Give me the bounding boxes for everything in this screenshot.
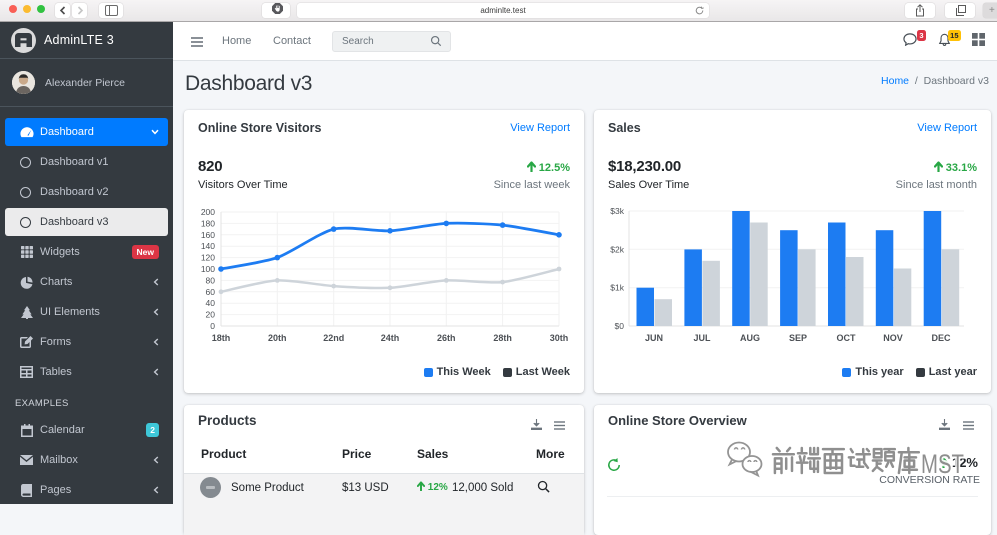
svg-text:60: 60 [206, 287, 216, 297]
svg-text:JUL: JUL [693, 333, 711, 343]
svg-text:DEC: DEC [931, 333, 951, 343]
svg-text:30th: 30th [550, 333, 569, 343]
svg-text:40: 40 [206, 298, 216, 308]
svg-text:$3k: $3k [610, 206, 624, 216]
svg-text:18th: 18th [212, 333, 231, 343]
svg-text:80: 80 [206, 275, 216, 285]
svg-text:MST: MST [921, 449, 964, 479]
svg-text:AUG: AUG [740, 333, 760, 343]
svg-text:$0: $0 [615, 321, 625, 331]
svg-text:$1k: $1k [610, 283, 624, 293]
svg-text:20th: 20th [268, 333, 287, 343]
svg-text:100: 100 [201, 264, 215, 274]
svg-text:SEP: SEP [789, 333, 807, 343]
svg-text:180: 180 [201, 218, 215, 228]
svg-text:NOV: NOV [883, 333, 903, 343]
svg-text:160: 160 [201, 230, 215, 240]
svg-text:OCT: OCT [837, 333, 857, 343]
svg-text:26th: 26th [437, 333, 456, 343]
svg-text:MST: MST [921, 449, 964, 479]
svg-text:$2k: $2k [610, 244, 624, 254]
svg-text:0: 0 [210, 321, 215, 331]
svg-text:200: 200 [201, 207, 215, 217]
svg-text:20: 20 [206, 310, 216, 320]
svg-text:24th: 24th [381, 333, 400, 343]
svg-text:28th: 28th [493, 333, 512, 343]
svg-text:140: 140 [201, 241, 215, 251]
svg-text:120: 120 [201, 253, 215, 263]
svg-text:JUN: JUN [645, 333, 663, 343]
svg-text:22nd: 22nd [323, 333, 344, 343]
